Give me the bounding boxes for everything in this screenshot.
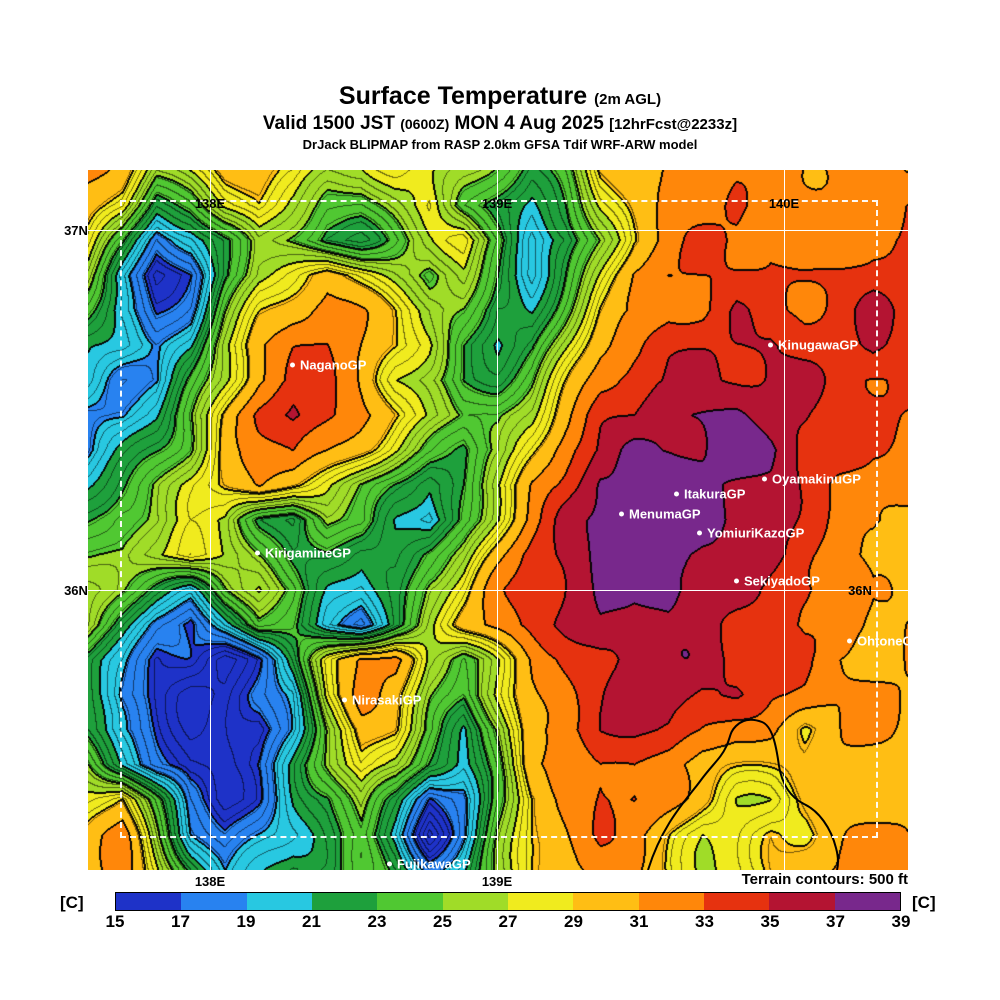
station-label: KinugawaGP — [778, 337, 859, 353]
title-unit: (2m AGL) — [594, 91, 662, 108]
map-gridline-vertical — [497, 170, 498, 870]
station-marker: SekiyadoGP — [734, 574, 820, 589]
station-dot-icon — [762, 476, 767, 482]
colorbar-segment — [638, 893, 704, 910]
station-marker: FujikawaGP — [387, 856, 471, 871]
latitude-label-left: 36N — [64, 583, 88, 598]
colorbar-tick-label: 25 — [433, 912, 452, 931]
colorbar-tick-label: 21 — [302, 912, 321, 931]
station-dot-icon — [768, 342, 773, 348]
colorbar-tick-label: 33 — [695, 912, 714, 931]
map-gridline-vertical — [210, 170, 211, 870]
colorbar-tick-label: 29 — [564, 912, 583, 931]
valid-line: Valid 1500 JST (0600Z) MON 4 Aug 2025 [1… — [0, 113, 1000, 135]
station-marker: OhtoneGP — [847, 634, 908, 649]
latitude-label-right: 36N — [848, 583, 872, 598]
colorbar-segment — [181, 893, 247, 910]
station-dot-icon — [255, 550, 260, 556]
colorbar — [115, 892, 901, 911]
model-line: DrJack BLIPMAP from RASP 2.0km GFSA Tdif… — [302, 136, 698, 152]
temperature-field — [88, 170, 908, 870]
valid-time: Valid 1500 JST — [262, 112, 395, 134]
station-label: NaganoGP — [300, 357, 367, 373]
station-dot-icon — [734, 578, 739, 584]
colorbar-segment — [311, 893, 378, 910]
colorbar-tick-label: 23 — [367, 912, 387, 931]
station-dot-icon — [387, 861, 392, 867]
colorbar-unit-right: [C] — [912, 893, 936, 912]
colorbar-segment — [573, 893, 639, 910]
colorbar-tick-label: 37 — [826, 912, 845, 931]
station-label: OyamakinuGP — [772, 471, 861, 487]
longitude-label-top: 138E — [194, 196, 226, 211]
station-label: ItakuraGP — [684, 486, 746, 502]
station-marker: KinugawaGP — [768, 338, 858, 353]
colorbar-segment — [442, 893, 508, 910]
station-marker: KirigamineGP — [255, 546, 351, 561]
station-dot-icon — [847, 638, 852, 644]
longitude-label-bottom: 138E — [194, 874, 226, 889]
colorbar-segment — [834, 893, 900, 910]
station-label: OhtoneGP — [857, 633, 908, 649]
page-title: Surface Temperature (2m AGL) — [0, 82, 1000, 112]
colorbar-segment — [703, 893, 770, 910]
map-gridline-vertical — [784, 170, 785, 870]
station-marker: NaganoGP — [290, 358, 366, 373]
station-marker: MenumaGP — [619, 507, 701, 522]
station-label: NirasakiGP — [352, 692, 422, 708]
station-marker: NirasakiGP — [342, 693, 421, 708]
station-marker: OyamakinuGP — [762, 472, 861, 487]
colorbar-tick-label: 35 — [760, 912, 780, 931]
station-label: FujikawaGP — [397, 856, 471, 871]
longitude-label-top: 139E — [481, 196, 513, 211]
colorbar-tick-label: 31 — [629, 912, 649, 931]
colorbar-tick-label: 15 — [105, 912, 125, 931]
station-dot-icon — [697, 530, 702, 536]
colorbar-segment — [377, 893, 443, 910]
station-label: MenumaGP — [629, 506, 701, 522]
colorbar-tick-label: 17 — [171, 912, 190, 931]
header: Surface Temperature (2m AGL) Valid 1500 … — [0, 82, 1000, 152]
station-marker: YomiuriKazoGP — [697, 526, 804, 541]
colorbar-ticks: 15 17 19 21 23 25 27 29 31 33 35 37 39 — [106, 912, 911, 934]
map-area: 138E 139E 140E 36N NaganoGP KinugawaGP Oyamaki… — [88, 170, 908, 870]
latitude-label-left: 37N — [64, 223, 88, 238]
colorbar-tick-label: 19 — [236, 912, 256, 931]
station-dot-icon — [342, 697, 347, 703]
colorbar-tick-label: 39 — [891, 912, 911, 931]
colorbar-segment — [246, 893, 312, 910]
colorbar-segment — [769, 893, 835, 910]
station-label: KirigamineGP — [265, 545, 351, 561]
forecast-tag: [12hrFcst@2233z] — [609, 115, 738, 133]
station-dot-icon — [674, 491, 679, 497]
colorbar-tick-label: 27 — [498, 912, 518, 931]
terrain-contours-note: Terrain contours: 500 ft — [741, 871, 908, 888]
valid-date: MON 4 Aug 2025 — [454, 112, 604, 134]
station-marker: ItakuraGP — [674, 487, 745, 502]
title-main: Surface Temperature — [338, 82, 588, 110]
longitude-label-bottom: 139E — [481, 874, 513, 889]
map-gridline-horizontal — [88, 590, 908, 591]
colorbar-segment — [507, 893, 574, 910]
station-dot-icon — [619, 511, 624, 517]
longitude-label-top: 140E — [768, 196, 800, 211]
colorbar-unit-left: [C] — [60, 893, 84, 912]
colorbar-segment — [116, 893, 182, 910]
station-label: SekiyadoGP — [744, 573, 820, 589]
valid-zulu: (0600Z) — [400, 115, 450, 132]
station-label: YomiuriKazoGP — [707, 525, 805, 541]
map-gridline-horizontal — [88, 230, 908, 231]
station-dot-icon — [290, 362, 295, 368]
